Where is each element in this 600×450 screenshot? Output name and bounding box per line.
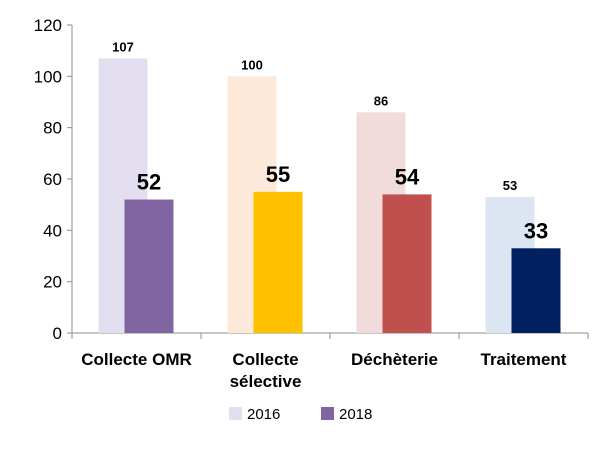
x-tick-label-line: sélective — [230, 372, 302, 391]
legend-label-2018: 2018 — [339, 406, 372, 423]
bar-2018-2 — [382, 194, 432, 333]
data-label-2016-0: 107 — [112, 39, 134, 54]
bar-2018-1 — [253, 191, 303, 333]
x-tick-label: Collecte sélective — [230, 350, 302, 391]
legend-swatch-2016 — [229, 407, 242, 420]
bars — [98, 58, 561, 334]
data-label-2016-1: 100 — [241, 57, 263, 72]
y-tick-label: 60 — [43, 170, 62, 189]
y-tick-label: 40 — [43, 221, 62, 240]
y-tick-label: 100 — [34, 67, 62, 86]
y-tick-label: 120 — [34, 16, 62, 35]
bar-2018-0 — [124, 199, 174, 333]
x-tick-label-line: Traitement — [481, 350, 567, 369]
legend: 2016 2018 — [229, 406, 372, 423]
y-tick-label: 20 — [43, 273, 62, 292]
x-tick-label-line: Collecte OMR — [81, 350, 192, 369]
y-tick-label: 0 — [53, 324, 62, 343]
data-label-2016-2: 86 — [374, 93, 388, 108]
x-tick-label: Traitement — [481, 350, 567, 369]
legend-label-2016: 2016 — [247, 406, 280, 423]
data-label-2018-3: 33 — [524, 218, 548, 243]
x-tick-label: Collecte OMR — [81, 350, 192, 369]
x-tick-labels: Collecte OMR Collecte sélective Déchèterie T… — [81, 350, 567, 391]
data-labels: 107 100 86 53 52 55 54 33 — [112, 39, 548, 243]
x-tick-label-line: Collecte — [232, 350, 298, 369]
x-tick-label: Déchèterie — [351, 350, 438, 369]
data-label-2018-0: 52 — [137, 170, 161, 195]
data-label-2018-2: 54 — [395, 164, 420, 189]
y-tick-label: 80 — [43, 119, 62, 138]
data-label-2016-3: 53 — [503, 178, 517, 193]
bar-2018-3 — [511, 248, 561, 333]
legend-swatch-2018 — [321, 407, 334, 420]
data-label-2018-1: 55 — [266, 162, 290, 187]
axes: 0 20 40 60 80 100 120 — [34, 16, 589, 343]
x-tick-label-line: Déchèterie — [351, 350, 438, 369]
